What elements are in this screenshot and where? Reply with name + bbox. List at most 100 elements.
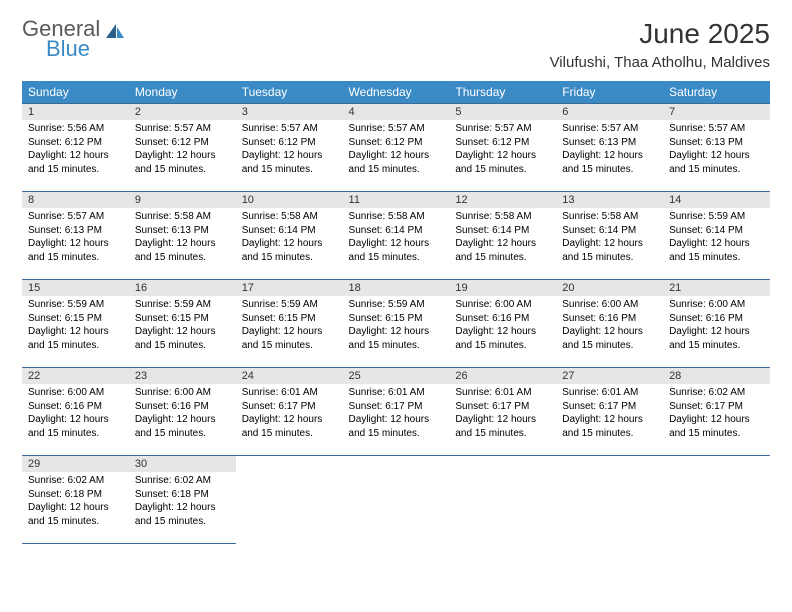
sunset-line: Sunset: 6:14 PM <box>242 224 337 238</box>
sunset-line: Sunset: 6:17 PM <box>242 400 337 414</box>
day-details: Sunrise: 5:57 AMSunset: 6:13 PMDaylight:… <box>663 120 770 182</box>
sunset-line: Sunset: 6:17 PM <box>562 400 657 414</box>
calendar-week-row: 8Sunrise: 5:57 AMSunset: 6:13 PMDaylight… <box>22 192 770 280</box>
calendar-day-cell <box>343 456 450 544</box>
day-details: Sunrise: 5:58 AMSunset: 6:14 PMDaylight:… <box>343 208 450 270</box>
day-details: Sunrise: 6:02 AMSunset: 6:18 PMDaylight:… <box>129 472 236 534</box>
sunrise-line: Sunrise: 5:57 AM <box>562 122 657 136</box>
day-number: 17 <box>236 280 343 296</box>
daylight-line: Daylight: 12 hours and 15 minutes. <box>349 149 444 176</box>
calendar-day-cell: 29Sunrise: 6:02 AMSunset: 6:18 PMDayligh… <box>22 456 129 544</box>
daylight-line: Daylight: 12 hours and 15 minutes. <box>28 501 123 528</box>
day-number: 1 <box>22 104 129 120</box>
day-details: Sunrise: 6:00 AMSunset: 6:16 PMDaylight:… <box>556 296 663 358</box>
day-details: Sunrise: 5:57 AMSunset: 6:12 PMDaylight:… <box>129 120 236 182</box>
day-number: 12 <box>449 192 556 208</box>
day-details: Sunrise: 5:57 AMSunset: 6:13 PMDaylight:… <box>556 120 663 182</box>
day-details: Sunrise: 6:02 AMSunset: 6:18 PMDaylight:… <box>22 472 129 534</box>
sunrise-line: Sunrise: 5:59 AM <box>28 298 123 312</box>
calendar-week-row: 29Sunrise: 6:02 AMSunset: 6:18 PMDayligh… <box>22 456 770 544</box>
daylight-line: Daylight: 12 hours and 15 minutes. <box>28 325 123 352</box>
calendar-day-cell: 2Sunrise: 5:57 AMSunset: 6:12 PMDaylight… <box>129 104 236 192</box>
weekday-header: Wednesday <box>343 81 450 104</box>
day-number: 8 <box>22 192 129 208</box>
calendar-day-cell: 8Sunrise: 5:57 AMSunset: 6:13 PMDaylight… <box>22 192 129 280</box>
day-number: 27 <box>556 368 663 384</box>
calendar-day-cell: 30Sunrise: 6:02 AMSunset: 6:18 PMDayligh… <box>129 456 236 544</box>
daylight-line: Daylight: 12 hours and 15 minutes. <box>135 413 230 440</box>
calendar-day-cell <box>556 456 663 544</box>
day-number: 5 <box>449 104 556 120</box>
daylight-line: Daylight: 12 hours and 15 minutes. <box>28 149 123 176</box>
sunset-line: Sunset: 6:12 PM <box>242 136 337 150</box>
day-details: Sunrise: 5:57 AMSunset: 6:12 PMDaylight:… <box>449 120 556 182</box>
sunrise-line: Sunrise: 5:59 AM <box>349 298 444 312</box>
calendar-table: Sunday Monday Tuesday Wednesday Thursday… <box>22 81 770 544</box>
day-details: Sunrise: 5:59 AMSunset: 6:14 PMDaylight:… <box>663 208 770 270</box>
calendar-day-cell: 20Sunrise: 6:00 AMSunset: 6:16 PMDayligh… <box>556 280 663 368</box>
day-details: Sunrise: 6:01 AMSunset: 6:17 PMDaylight:… <box>556 384 663 446</box>
sunset-line: Sunset: 6:15 PM <box>28 312 123 326</box>
daylight-line: Daylight: 12 hours and 15 minutes. <box>455 413 550 440</box>
day-details: Sunrise: 6:00 AMSunset: 6:16 PMDaylight:… <box>129 384 236 446</box>
sunrise-line: Sunrise: 6:01 AM <box>455 386 550 400</box>
sunset-line: Sunset: 6:13 PM <box>669 136 764 150</box>
sunrise-line: Sunrise: 5:57 AM <box>28 210 123 224</box>
sunset-line: Sunset: 6:15 PM <box>135 312 230 326</box>
daylight-line: Daylight: 12 hours and 15 minutes. <box>28 237 123 264</box>
sunset-line: Sunset: 6:12 PM <box>349 136 444 150</box>
sunset-line: Sunset: 6:12 PM <box>135 136 230 150</box>
day-number: 9 <box>129 192 236 208</box>
weekday-header: Friday <box>556 81 663 104</box>
calendar-day-cell: 16Sunrise: 5:59 AMSunset: 6:15 PMDayligh… <box>129 280 236 368</box>
sail-icon <box>104 22 126 47</box>
weekday-header: Saturday <box>663 81 770 104</box>
day-details: Sunrise: 6:00 AMSunset: 6:16 PMDaylight:… <box>449 296 556 358</box>
sunrise-line: Sunrise: 6:02 AM <box>135 474 230 488</box>
calendar-day-cell: 26Sunrise: 6:01 AMSunset: 6:17 PMDayligh… <box>449 368 556 456</box>
daylight-line: Daylight: 12 hours and 15 minutes. <box>135 149 230 176</box>
calendar-week-row: 22Sunrise: 6:00 AMSunset: 6:16 PMDayligh… <box>22 368 770 456</box>
sunrise-line: Sunrise: 6:01 AM <box>242 386 337 400</box>
day-number: 2 <box>129 104 236 120</box>
calendar-day-cell: 15Sunrise: 5:59 AMSunset: 6:15 PMDayligh… <box>22 280 129 368</box>
sunset-line: Sunset: 6:16 PM <box>455 312 550 326</box>
sunset-line: Sunset: 6:16 PM <box>562 312 657 326</box>
sunrise-line: Sunrise: 5:57 AM <box>349 122 444 136</box>
daylight-line: Daylight: 12 hours and 15 minutes. <box>455 237 550 264</box>
sunset-line: Sunset: 6:16 PM <box>28 400 123 414</box>
day-details: Sunrise: 5:59 AMSunset: 6:15 PMDaylight:… <box>129 296 236 358</box>
sunrise-line: Sunrise: 6:00 AM <box>669 298 764 312</box>
day-details: Sunrise: 5:57 AMSunset: 6:12 PMDaylight:… <box>343 120 450 182</box>
day-number: 4 <box>343 104 450 120</box>
day-number: 24 <box>236 368 343 384</box>
sunset-line: Sunset: 6:16 PM <box>135 400 230 414</box>
sunrise-line: Sunrise: 5:59 AM <box>669 210 764 224</box>
daylight-line: Daylight: 12 hours and 15 minutes. <box>135 501 230 528</box>
calendar-day-cell: 18Sunrise: 5:59 AMSunset: 6:15 PMDayligh… <box>343 280 450 368</box>
daylight-line: Daylight: 12 hours and 15 minutes. <box>135 325 230 352</box>
daylight-line: Daylight: 12 hours and 15 minutes. <box>669 149 764 176</box>
calendar-day-cell: 11Sunrise: 5:58 AMSunset: 6:14 PMDayligh… <box>343 192 450 280</box>
day-number: 13 <box>556 192 663 208</box>
location: Vilufushi, Thaa Atholhu, Maldives <box>550 54 770 71</box>
sunset-line: Sunset: 6:17 PM <box>349 400 444 414</box>
sunrise-line: Sunrise: 6:00 AM <box>135 386 230 400</box>
calendar-week-row: 1Sunrise: 5:56 AMSunset: 6:12 PMDaylight… <box>22 104 770 192</box>
sunset-line: Sunset: 6:15 PM <box>242 312 337 326</box>
sunset-line: Sunset: 6:17 PM <box>455 400 550 414</box>
calendar-day-cell: 10Sunrise: 5:58 AMSunset: 6:14 PMDayligh… <box>236 192 343 280</box>
day-details: Sunrise: 5:59 AMSunset: 6:15 PMDaylight:… <box>343 296 450 358</box>
sunset-line: Sunset: 6:14 PM <box>349 224 444 238</box>
calendar-day-cell: 12Sunrise: 5:58 AMSunset: 6:14 PMDayligh… <box>449 192 556 280</box>
sunrise-line: Sunrise: 6:01 AM <box>562 386 657 400</box>
calendar-day-cell: 21Sunrise: 6:00 AMSunset: 6:16 PMDayligh… <box>663 280 770 368</box>
daylight-line: Daylight: 12 hours and 15 minutes. <box>562 237 657 264</box>
calendar-day-cell: 28Sunrise: 6:02 AMSunset: 6:17 PMDayligh… <box>663 368 770 456</box>
daylight-line: Daylight: 12 hours and 15 minutes. <box>242 413 337 440</box>
calendar-day-cell: 7Sunrise: 5:57 AMSunset: 6:13 PMDaylight… <box>663 104 770 192</box>
day-number: 11 <box>343 192 450 208</box>
sunrise-line: Sunrise: 6:00 AM <box>562 298 657 312</box>
daylight-line: Daylight: 12 hours and 15 minutes. <box>135 237 230 264</box>
sunrise-line: Sunrise: 5:58 AM <box>349 210 444 224</box>
